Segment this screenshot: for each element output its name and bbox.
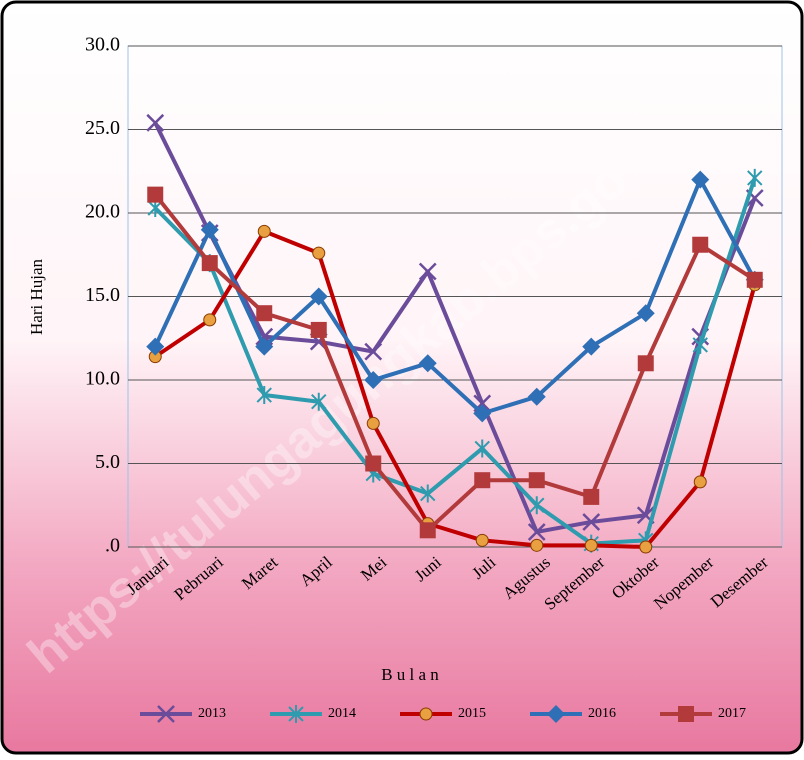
line — [153, 177, 757, 416]
marker — [364, 342, 383, 361]
marker — [418, 262, 437, 281]
y-tick-label: 20.0 — [85, 201, 120, 223]
marker — [255, 337, 274, 356]
marker — [420, 484, 436, 503]
marker — [147, 186, 164, 203]
marker — [475, 533, 489, 547]
marker — [474, 472, 491, 489]
marker — [639, 540, 653, 554]
marker — [583, 488, 600, 505]
marker — [693, 475, 707, 489]
marker — [365, 455, 382, 472]
marker — [636, 304, 655, 323]
marker — [528, 472, 545, 489]
series — [147, 186, 763, 539]
legend-label: 2016 — [588, 706, 616, 721]
marker — [203, 313, 217, 327]
line — [153, 193, 756, 533]
marker — [146, 113, 165, 132]
marker — [692, 236, 709, 253]
marker — [678, 706, 694, 722]
marker — [200, 220, 219, 239]
x-axis-title: B u l a n — [381, 665, 439, 684]
marker — [419, 522, 436, 539]
marker — [746, 271, 763, 288]
marker — [527, 387, 546, 406]
marker — [256, 305, 273, 322]
marker — [309, 287, 328, 306]
marker — [157, 705, 175, 723]
marker — [637, 355, 654, 372]
marker — [584, 538, 598, 552]
marker — [288, 705, 304, 723]
marker — [692, 335, 708, 354]
marker — [474, 439, 490, 458]
y-tick-label: 15.0 — [85, 284, 120, 306]
marker — [312, 246, 326, 260]
y-tick-label: 25.0 — [85, 117, 120, 139]
legend-label: 2014 — [328, 706, 356, 721]
marker — [311, 392, 327, 411]
marker — [747, 168, 763, 187]
y-tick-label: 10.0 — [85, 368, 120, 390]
marker — [547, 705, 565, 723]
marker — [527, 523, 546, 541]
marker — [418, 354, 437, 373]
marker — [257, 224, 271, 238]
marker — [201, 255, 218, 272]
marker — [146, 337, 165, 356]
legend-label: 2015 — [458, 706, 486, 721]
marker — [691, 170, 710, 189]
legend-label: 2013 — [198, 706, 226, 721]
marker — [366, 416, 380, 430]
marker — [364, 371, 383, 389]
marker — [419, 707, 433, 721]
line — [153, 121, 757, 534]
marker — [473, 404, 492, 423]
marker — [310, 321, 327, 338]
y-tick-label: .0 — [105, 535, 120, 557]
y-tick-label: 30.0 — [85, 34, 120, 56]
marker — [582, 513, 601, 531]
marker — [256, 386, 272, 405]
legend-label: 2017 — [718, 706, 746, 721]
marker — [582, 337, 601, 356]
line — [154, 229, 757, 549]
marker — [530, 538, 544, 552]
y-tick-label: 5.0 — [95, 451, 120, 473]
marker — [529, 496, 545, 515]
y-axis-title: Hari Hujan — [27, 259, 46, 336]
line — [153, 177, 757, 546]
